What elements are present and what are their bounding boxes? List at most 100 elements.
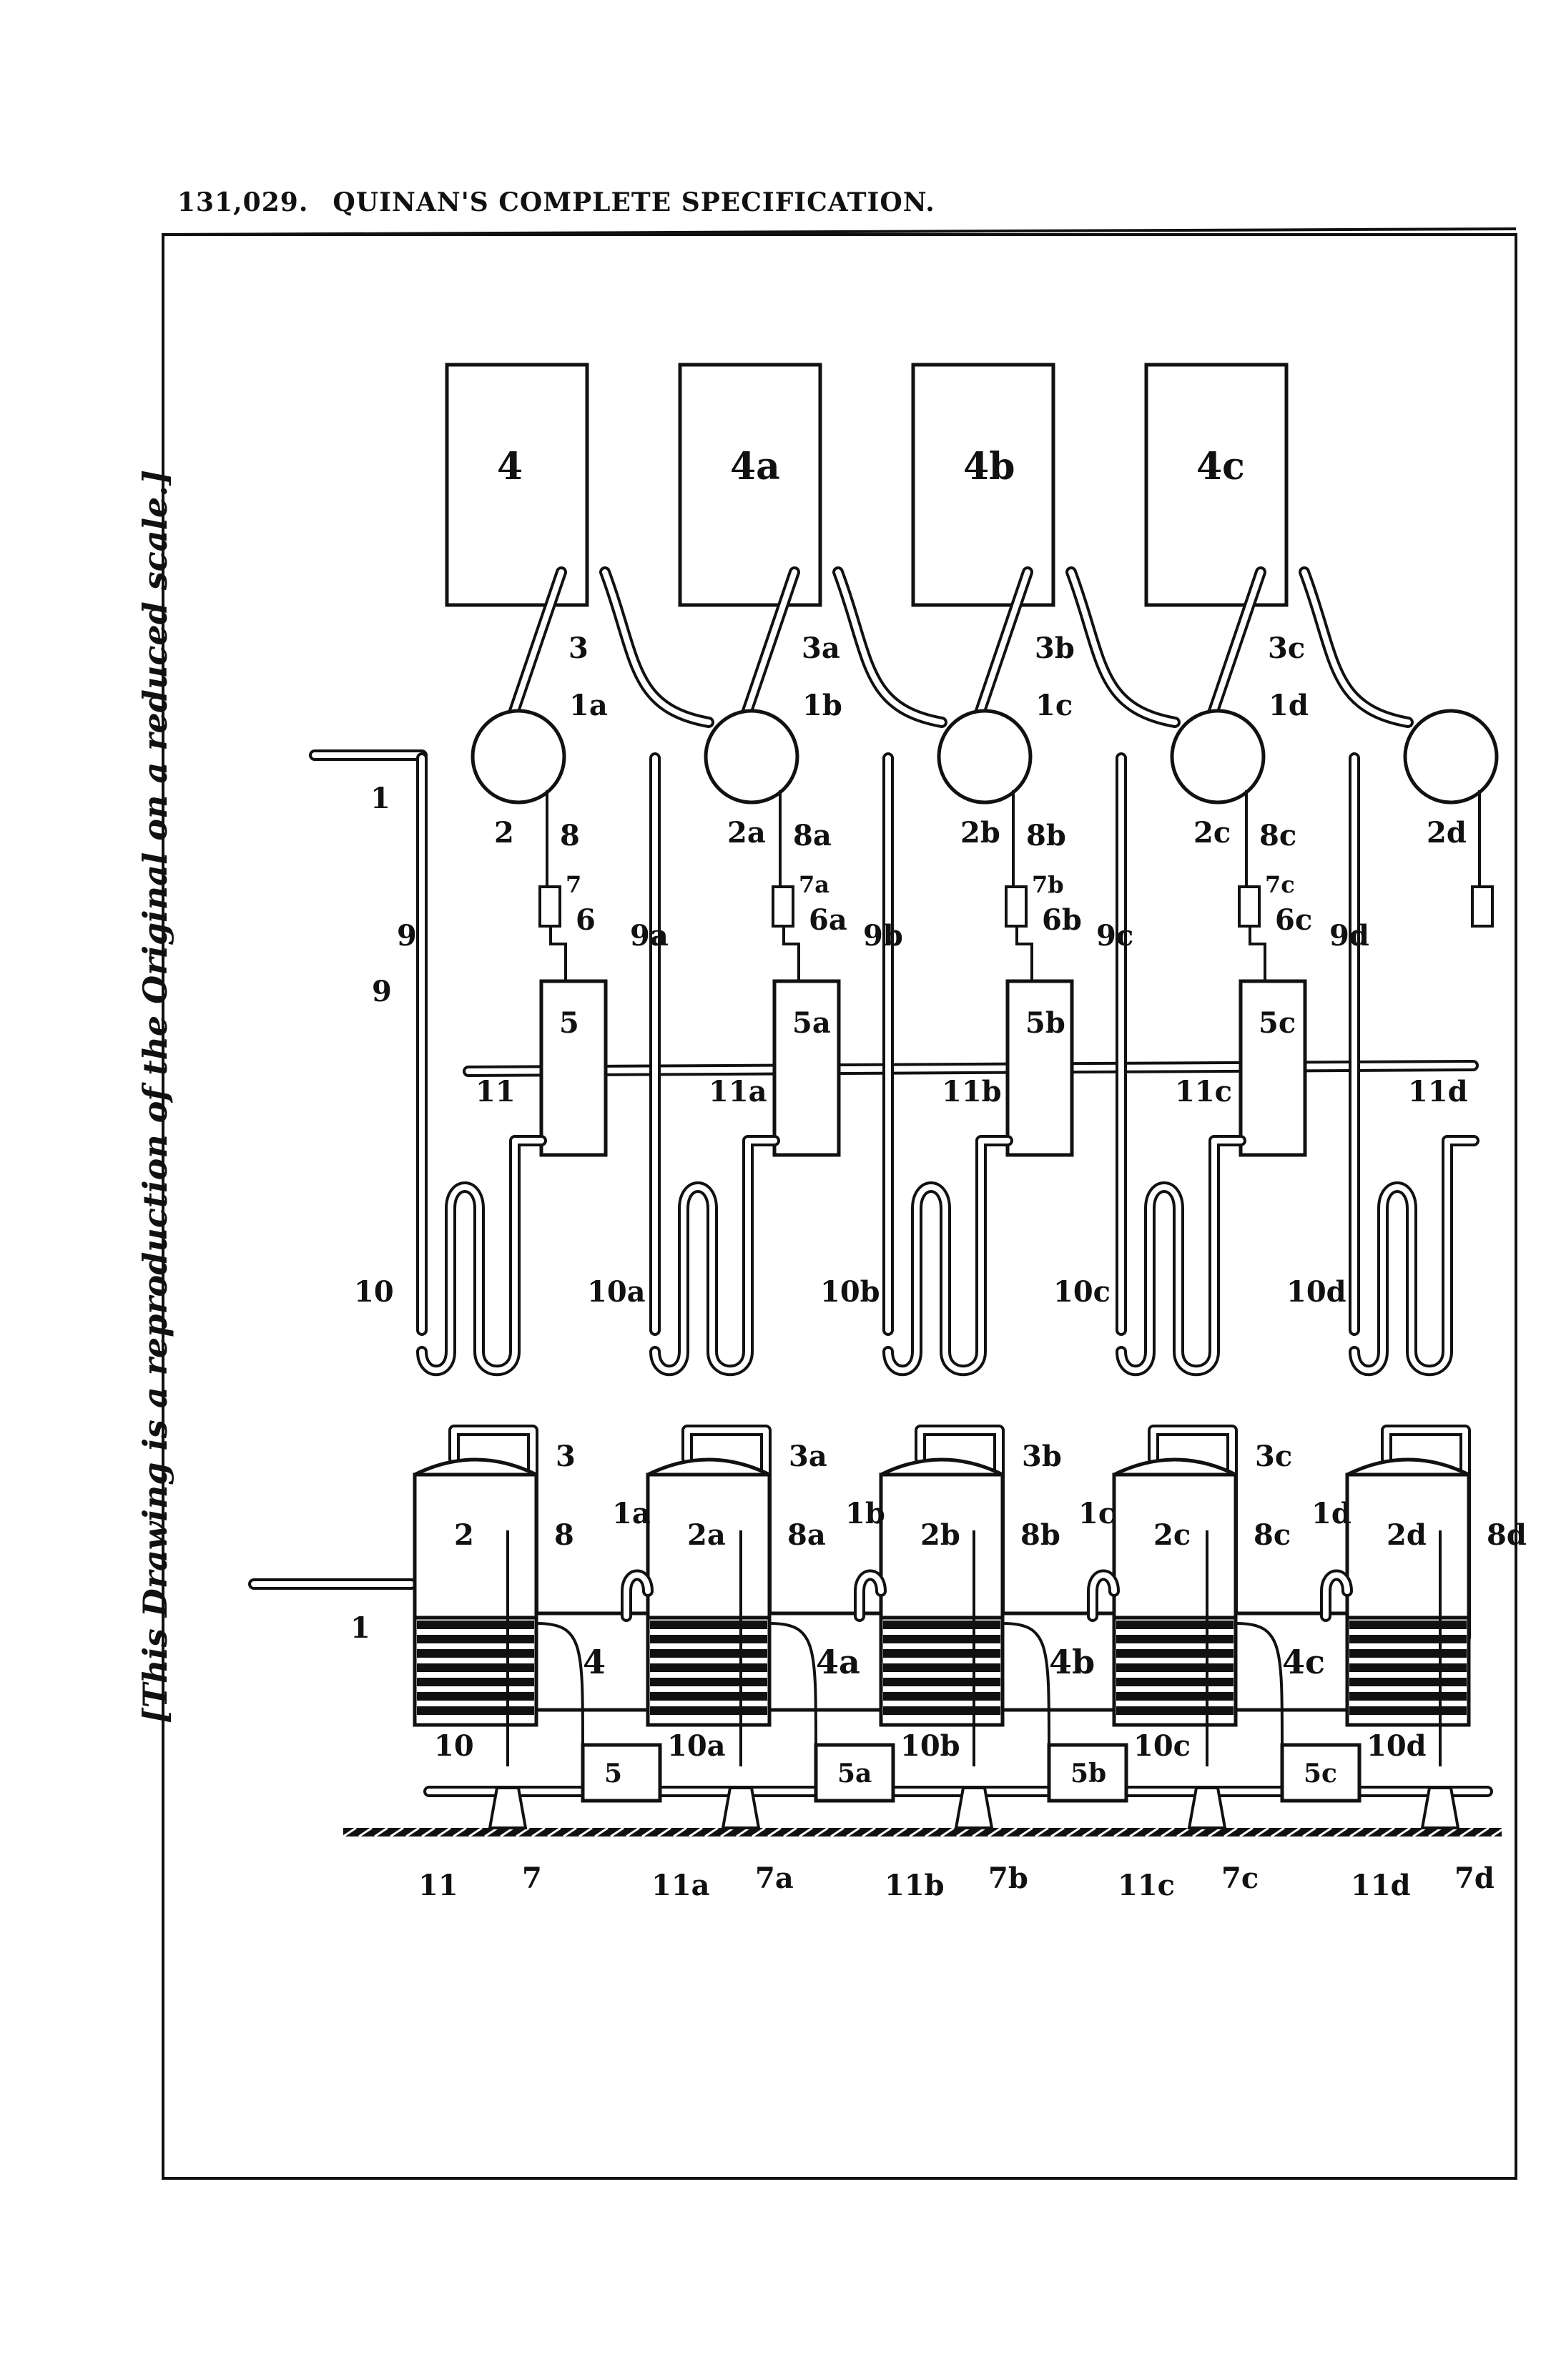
coil-turn: [1349, 1692, 1467, 1701]
valve-7-label: 7: [522, 1862, 542, 1895]
pipe-8-label: 8d: [1487, 1518, 1527, 1552]
valve-7: [540, 887, 560, 926]
still-label: 2: [454, 1518, 474, 1552]
inlet-label: 1: [370, 782, 390, 815]
line-11-label: 11d: [1351, 1869, 1411, 1902]
coil-turn: [650, 1635, 767, 1643]
plan-unit: 4b3b1b2b8b7b6b5b11b9b10b: [802, 365, 1082, 1370]
plan-unit: 4a3a1a2a8a7a6a5a11a9a10a: [569, 365, 847, 1370]
plan-unit: 432876511910: [354, 365, 606, 1370]
coil-10-bore: [422, 1141, 541, 1370]
line-11-label: 11: [418, 1869, 458, 1902]
line-11-label: 11c: [1175, 1075, 1232, 1108]
still-circle: [1405, 711, 1497, 802]
pipe-8-label: 8c: [1254, 1518, 1291, 1552]
pipe-6-label: 6: [576, 903, 596, 937]
still-label: 2d: [1427, 816, 1467, 850]
vessel-label: 5: [604, 1759, 622, 1789]
line-11-label: 11c: [1118, 1869, 1175, 1902]
coil-turn: [883, 1621, 1000, 1629]
pipe-3-label: 3: [568, 631, 589, 665]
pipe-1-label: 1c: [1035, 689, 1073, 722]
coil-10-label: 10: [354, 1275, 394, 1309]
pipe-6-label: 6c: [1275, 903, 1312, 937]
valve-7: [1006, 887, 1026, 926]
elev-inlet-label: 1: [350, 1611, 370, 1645]
still-label: 2b: [960, 816, 1000, 850]
pipe-6-label: 6b: [1042, 903, 1082, 937]
pipe-8-label: 8b: [1026, 819, 1066, 852]
pipe-8-label: 8c: [1259, 819, 1296, 852]
valve-7-label: 7: [566, 871, 581, 898]
still-dome: [1347, 1460, 1469, 1475]
line-11-label: 11a: [651, 1869, 710, 1902]
valve-7: [773, 887, 793, 926]
pipe-6: [1250, 926, 1265, 981]
vessel-label: 5c: [1259, 1006, 1296, 1040]
coil-10-label: 10c: [1053, 1275, 1111, 1309]
coil-turn: [1116, 1706, 1234, 1715]
pipe-1-bore: [1304, 572, 1408, 722]
coil-turn: [883, 1678, 1000, 1686]
coil-10-label: 10c: [1133, 1729, 1191, 1763]
tank-label: 4c: [1196, 445, 1245, 488]
plan-unit: 1d2d11d9d10d: [1269, 572, 1497, 1370]
coil-turn: [1349, 1663, 1467, 1672]
pipe-1-label: 1c: [1078, 1497, 1116, 1530]
coil-turn: [1349, 1649, 1467, 1658]
coil-10-bore: [1354, 1141, 1474, 1370]
pipe-9-label: 9a: [630, 919, 669, 953]
line-11-label: 11: [476, 1075, 516, 1108]
coil-turn: [1116, 1635, 1234, 1643]
coil-10-label: 10a: [587, 1275, 646, 1309]
pipe-8-label: 8a: [787, 1518, 826, 1552]
valve-7: [1239, 887, 1259, 926]
pipe-6: [551, 926, 566, 981]
valve-7-label: 7b: [988, 1862, 1028, 1895]
still-dome: [1114, 1460, 1236, 1475]
pipe-6: [784, 926, 799, 981]
coil-turn: [1349, 1621, 1467, 1629]
still-dome: [415, 1460, 536, 1475]
plan-view: 14328765119104a3a1a2a8a7a6a5a11a9a10a4b3…: [315, 365, 1497, 1370]
drawing-border: [163, 235, 1516, 2178]
coil-turn: [417, 1635, 534, 1643]
tank-label: 4: [583, 1643, 606, 1681]
tank-label: 4b: [1049, 1643, 1095, 1681]
pipe-9-main-label: 9: [372, 975, 392, 1008]
still-label: 2c: [1193, 816, 1231, 850]
tank-label: 4a: [816, 1643, 860, 1681]
still-label: 2a: [687, 1518, 726, 1552]
valve-7: [1422, 1788, 1458, 1828]
pipe-8-label: 8: [560, 819, 580, 852]
pipe-8-label: 8: [554, 1518, 574, 1552]
valve-7-label: 7c: [1221, 1862, 1259, 1895]
coil-turn: [650, 1649, 767, 1658]
valve-7-label: 7a: [755, 1862, 794, 1895]
coil-turn: [417, 1649, 534, 1658]
coil-10-label: 10a: [667, 1729, 726, 1763]
coil-10-label: 10: [434, 1729, 474, 1763]
coil-turn: [883, 1649, 1000, 1658]
line-11-label: 11d: [1408, 1075, 1468, 1108]
tank-label: 4: [497, 445, 523, 488]
pipe-3-label: 3b: [1022, 1440, 1062, 1473]
pipe-6-label: 6a: [809, 903, 847, 937]
coil-turn: [650, 1678, 767, 1686]
pipe-1-label: 1b: [802, 689, 842, 722]
pipe-3-label: 3c: [1255, 1440, 1292, 1473]
elevation-view: 132108457113a2a10a8a1a4a5a7a11a3b2b10b8b…: [254, 1430, 1527, 1902]
vessel-label: 5: [559, 1006, 579, 1040]
vessel-label: 5a: [837, 1759, 872, 1789]
coil-turn: [650, 1692, 767, 1701]
plan-unit: 4c3c1c2c8c7c6c5c11c9c10c: [1035, 365, 1312, 1370]
coil-turn: [417, 1621, 534, 1629]
valve-7-label: 7a: [799, 871, 829, 898]
valve-7: [723, 1788, 759, 1828]
coil-turn: [1116, 1663, 1234, 1672]
pipe-9-label: 9c: [1096, 919, 1133, 953]
pipe-3-label: 3c: [1268, 631, 1305, 665]
valve-7: [1472, 887, 1492, 926]
coil-turn: [883, 1635, 1000, 1643]
